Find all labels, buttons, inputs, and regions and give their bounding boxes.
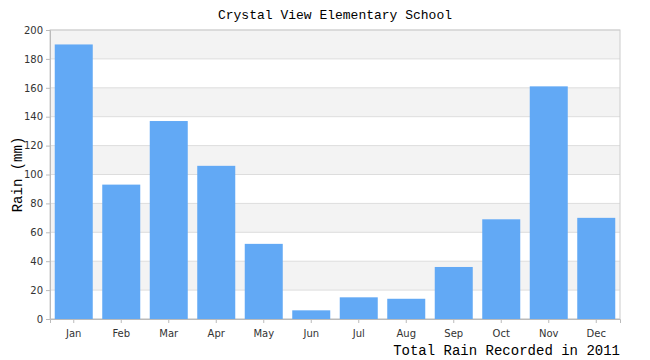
x-tick-mark	[501, 319, 502, 323]
x-tick-mark	[168, 319, 169, 323]
bar	[150, 121, 188, 319]
x-tick-mark	[596, 319, 597, 323]
bar	[340, 297, 378, 319]
bar	[530, 86, 568, 319]
x-tick: Nov	[539, 319, 559, 339]
x-axis: Jan Feb Mar Apr May Jun Jul Aug Sep Oct Nov Dec	[51, 319, 621, 339]
y-tick: 40	[30, 256, 50, 267]
x-tick-label: Oct	[493, 328, 510, 339]
title: Crystal View Elementary School	[218, 8, 452, 23]
y-tick-label: 20	[30, 285, 43, 296]
y-tick: 100	[24, 169, 50, 180]
x-tick-label: Dec	[587, 328, 606, 339]
x-tick: Aug	[396, 319, 416, 339]
y-tick-label: 200	[24, 25, 43, 36]
x-tick-mark	[311, 319, 312, 323]
y-tick: 160	[24, 83, 50, 94]
x-tick-mark	[73, 319, 74, 323]
y-tick-mark	[46, 290, 50, 291]
y-tick: 0	[37, 314, 50, 325]
x-tick: Sep	[444, 319, 463, 339]
x-tick-mark	[453, 319, 454, 323]
x-tick-label: Jan	[65, 328, 81, 339]
x-tick-label: Jul	[352, 328, 365, 339]
bar	[197, 166, 235, 319]
y-tick: 140	[24, 111, 50, 122]
x-tick: Mar	[159, 319, 179, 339]
y-tick: 120	[24, 140, 50, 151]
y-tick: 80	[30, 198, 50, 209]
y-tick-mark	[46, 117, 50, 118]
y-tick-mark	[46, 261, 50, 262]
y-tick-mark	[46, 59, 50, 60]
x-tick: Jan	[65, 319, 81, 339]
x-tick: May	[253, 319, 274, 339]
x-tick-label: Nov	[539, 328, 559, 339]
y-tick-mark	[46, 88, 50, 89]
y-tick-mark	[46, 175, 50, 176]
y-tick-mark	[46, 203, 50, 204]
x-tick: Jul	[352, 319, 365, 339]
y-tick: 60	[30, 227, 50, 238]
y-tick-label: 180	[24, 54, 43, 65]
bar	[387, 299, 425, 319]
y-tick: 180	[24, 54, 50, 65]
chart: 0 20 40 60 80 100 120 140 160 180 200 Jan Feb Mar Apr M…	[0, 0, 650, 360]
y-tick-mark	[46, 146, 50, 147]
y-axis-title: Rain (mm)	[10, 137, 26, 213]
bar	[482, 219, 520, 319]
y-tick: 20	[30, 285, 50, 296]
x-tick-mark	[548, 319, 549, 323]
y-tick-mark	[46, 319, 50, 320]
y-tick-label: 140	[24, 111, 43, 122]
y-tick-label: 60	[30, 227, 43, 238]
x-tick-label: Apr	[208, 328, 226, 339]
y-tick-label: 120	[24, 140, 43, 151]
y-tick-label: 160	[24, 83, 43, 94]
x-axis-title: Total Rain Recorded in 2011	[393, 343, 620, 359]
x-tick-label: Mar	[159, 328, 179, 339]
x-tick: Dec	[587, 319, 606, 339]
x-tick-mark	[406, 319, 407, 323]
x-tick-mark	[358, 319, 359, 323]
plot-frame	[50, 30, 620, 319]
x-tick-label: Aug	[396, 328, 416, 339]
x-tick: Jun	[302, 319, 319, 339]
x-tick-label: Feb	[112, 328, 130, 339]
bar	[55, 44, 93, 319]
x-tick: Apr	[208, 319, 226, 339]
y-tick-label: 40	[30, 256, 43, 267]
x-tick-mark	[216, 319, 217, 323]
grid-line	[50, 58, 620, 59]
y-axis-line	[46, 31, 51, 320]
y-tick-label: 100	[24, 169, 43, 180]
x-tick-label: Jun	[302, 328, 319, 339]
y-axis: 0 20 40 60 80 100 120 140 160 180 200	[24, 25, 51, 325]
grid	[50, 30, 620, 319]
x-tick: Feb	[112, 319, 130, 339]
x-tick-label: May	[253, 328, 274, 339]
background-band	[50, 30, 620, 59]
x-tick: Oct	[493, 319, 510, 339]
y-tick-label: 80	[30, 198, 43, 209]
x-tick-mark	[263, 319, 264, 323]
bar	[435, 267, 473, 319]
plot: 0 20 40 60 80 100 120 140 160 180 200 Jan Feb Mar Apr M…	[24, 25, 621, 339]
x-tick-mark	[121, 319, 122, 323]
bar	[292, 310, 330, 319]
bar	[577, 218, 615, 319]
bar	[245, 244, 283, 319]
y-tick: 200	[24, 25, 50, 36]
bar	[102, 185, 140, 319]
y-tick-mark	[46, 30, 50, 31]
bars	[55, 44, 616, 319]
y-tick-mark	[46, 232, 50, 233]
y-tick-label: 0	[37, 314, 43, 325]
x-tick-label: Sep	[444, 328, 463, 339]
x-axis-line	[51, 320, 621, 324]
